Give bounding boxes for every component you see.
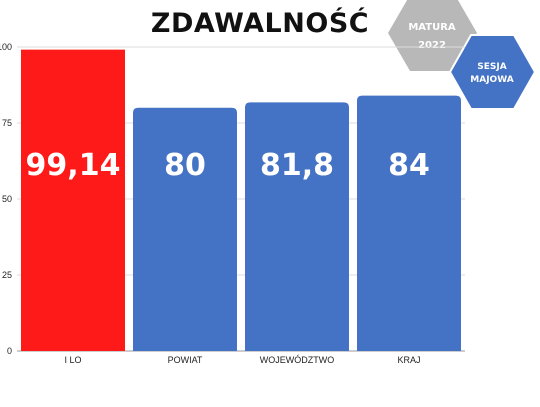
badge-matura-text: MATURA	[408, 22, 456, 33]
y-tick-label: 75	[2, 118, 12, 128]
labels: 0 25 50 75 100 99,14 I LO 80 POWIAT 81,8 WOJEWÓDZT…	[0, 42, 430, 365]
data-label: 84	[388, 148, 430, 183]
y-tick-label: 50	[2, 194, 12, 204]
badge-year-text: 2022	[418, 40, 446, 51]
data-label: 81,8	[260, 148, 334, 183]
bar-powiat	[133, 107, 237, 351]
bars	[21, 49, 461, 351]
chart-title: ZDAWALNOŚĆ	[150, 8, 370, 39]
hex-matura-badge	[388, 0, 477, 71]
y-tick-label: 25	[2, 270, 12, 280]
y-tick-label: 0	[7, 346, 12, 356]
y-tick-label: 100	[0, 42, 12, 52]
x-tick-label: I LO	[64, 355, 81, 365]
x-tick-label: WOJEWÓDZTWO	[260, 355, 334, 365]
bar-województwo	[245, 102, 349, 351]
bar-kraj	[357, 95, 461, 351]
data-label: 80	[164, 148, 206, 183]
hex-session-badge	[448, 34, 537, 110]
x-tick-label: POWIAT	[168, 355, 203, 365]
bar-i-lo	[21, 49, 125, 351]
badge-may-text: MAJOWA	[470, 75, 513, 85]
badge-session-text: SESJA	[477, 62, 506, 72]
data-label: 99,14	[26, 148, 121, 183]
x-tick-label: KRAJ	[397, 355, 420, 365]
badge-group: MATURA 2022 SESJA MAJOWA	[388, 0, 537, 110]
